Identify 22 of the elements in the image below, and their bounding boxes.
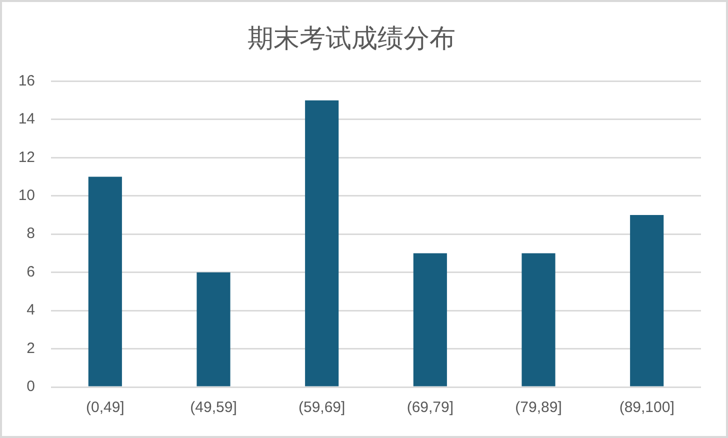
y-tick-label: 2 [26, 340, 35, 357]
y-tick-label: 12 [18, 148, 35, 166]
y-tick-label: 4 [26, 302, 35, 319]
y-tick-label: 8 [26, 225, 35, 242]
bar [305, 100, 339, 386]
bar [522, 253, 556, 386]
bar [630, 214, 664, 386]
x-tick-label: (49,59] [190, 399, 237, 416]
bar [413, 253, 447, 386]
chart-title: 期末考试成绩分布 [248, 22, 456, 53]
x-tick-label: (0,49] [86, 399, 124, 416]
y-tick-label: 14 [18, 110, 35, 128]
bar [88, 176, 122, 386]
y-tick-label: 10 [18, 187, 35, 204]
bar [196, 272, 230, 386]
x-tick-label: (89,100] [619, 399, 674, 416]
y-tick-label: 16 [18, 72, 35, 90]
x-tick-label: (59,69] [298, 399, 346, 416]
y-tick-label: 6 [26, 263, 35, 280]
y-tick-label: 0 [26, 378, 35, 396]
x-tick-label: (69,79] [406, 399, 454, 416]
x-tick-label: (79,89] [515, 399, 562, 416]
